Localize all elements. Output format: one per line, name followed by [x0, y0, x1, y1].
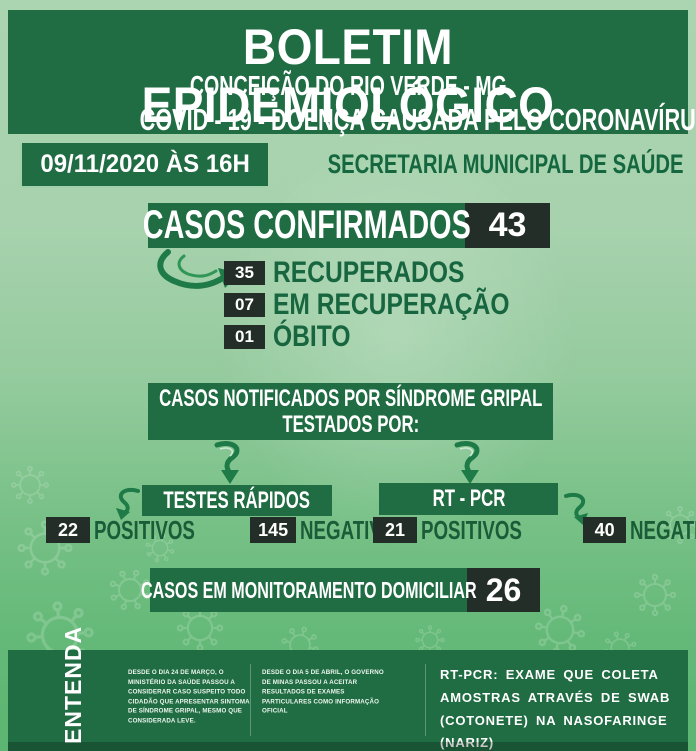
confirmed-cases-row: CASOS CONFIRMADOS 43 [142, 203, 550, 248]
rapid-positive-count: 22 [46, 517, 90, 543]
home-monitoring-label-box: CASOS EM MONITORAMENTO DOMICILIAR [141, 568, 476, 612]
confirmed-cases-label-box: CASOS CONFIRMADOS [142, 203, 471, 248]
recovered-count: 35 [224, 261, 265, 285]
footer-note-rtpcr: RT-PCR: EXAME QUE COLETA AMOSTRAS ATRAVÉ… [440, 667, 671, 751]
small-curl-arrow-icon [564, 493, 588, 525]
rapid-tests-label: TESTES RÁPIDOS [163, 486, 311, 514]
pcr-negative-label: NEGATIVOS [630, 514, 696, 545]
footer-panel: ENTENDA DESDE O DIA 24 DE MARÇO, O MINIS… [8, 625, 688, 751]
pcr-positive-label: POSITIVOS [421, 514, 522, 545]
in-recovery-count: 07 [224, 293, 265, 317]
page-title: BOLETIM EPIDEMIOLÓGICO [141, 19, 555, 133]
report-datetime-text: 09/11/2020 ÀS 16H [40, 150, 250, 178]
footer-divider [425, 664, 426, 736]
rapid-test-results: 22 POSITIVOS 145 NEGATIVOS [46, 514, 451, 545]
pcr-negative-count: 40 [583, 517, 627, 543]
footer-note-1: DESDE O DIA 24 DE MARÇO, O MINISTÉRIO DA… [128, 669, 250, 725]
pcr-test-results: 21 POSITIVOS 40 NEGATIVOS [373, 514, 696, 545]
rapid-negative-count: 145 [250, 517, 297, 543]
header-banner: BOLETIM EPIDEMIOLÓGICO CONCEIÇÃO DO RIO … [8, 10, 696, 137]
in-recovery-label: EM RECUPERAÇÃO [273, 288, 510, 321]
disease-subtitle: COVID - 19 - DOENÇA CAUSADA PELO CORONAV… [139, 102, 696, 137]
home-monitoring-label: CASOS EM MONITORAMENTO DOMICILIAR [140, 576, 477, 603]
rt-pcr-label: RT - PCR [432, 485, 505, 512]
curly-down-arrow-icon [214, 441, 240, 484]
recovered-row: 35 RECUPERADOS [224, 256, 506, 290]
rapid-positive-label: POSITIVOS [94, 514, 195, 545]
rt-pcr-box: RT - PCR [379, 483, 558, 515]
death-row: 01 ÓBITO [224, 320, 367, 354]
confirmed-cases-value: 43 [465, 203, 550, 248]
in-recovery-row: 07 EM RECUPERAÇÃO [224, 288, 561, 322]
home-monitoring-row: CASOS EM MONITORAMENTO DOMICILIAR 26 [141, 568, 540, 612]
notified-line1: CASOS NOTIFICADOS POR SÍNDROME GRIPAL [158, 384, 543, 412]
department-title: SECRETARIA MUNICIPAL DE SAÚDE [328, 149, 684, 179]
footer-bottom-shade [8, 742, 688, 751]
footer-heading-vertical: ENTENDA [60, 625, 86, 744]
footer-divider [250, 664, 251, 736]
city-subtitle: CONCEIÇÃO DO RIO VERDE - MG [189, 70, 507, 101]
notified-cases-box: CASOS NOTIFICADOS POR SÍNDROME GRIPAL TE… [148, 383, 553, 440]
death-count: 01 [224, 325, 265, 349]
home-monitoring-value: 26 [467, 568, 540, 612]
pcr-positive-count: 21 [373, 517, 417, 543]
death-label: ÓBITO [273, 320, 351, 353]
confirmed-cases-label: CASOS CONFIRMADOS [142, 203, 471, 247]
report-datetime-badge: 09/11/2020 ÀS 16H [22, 143, 268, 186]
curly-down-arrow-icon [454, 441, 480, 484]
rapid-tests-box: TESTES RÁPIDOS [142, 485, 332, 516]
recovered-label: RECUPERADOS [273, 256, 465, 289]
footer-note-2: DESDE O DIA 5 DE ABRIL, O GOVERNO DE MIN… [262, 669, 384, 715]
small-curl-arrow-icon [116, 488, 140, 520]
notified-line2: TESTADOS POR: [282, 410, 419, 438]
